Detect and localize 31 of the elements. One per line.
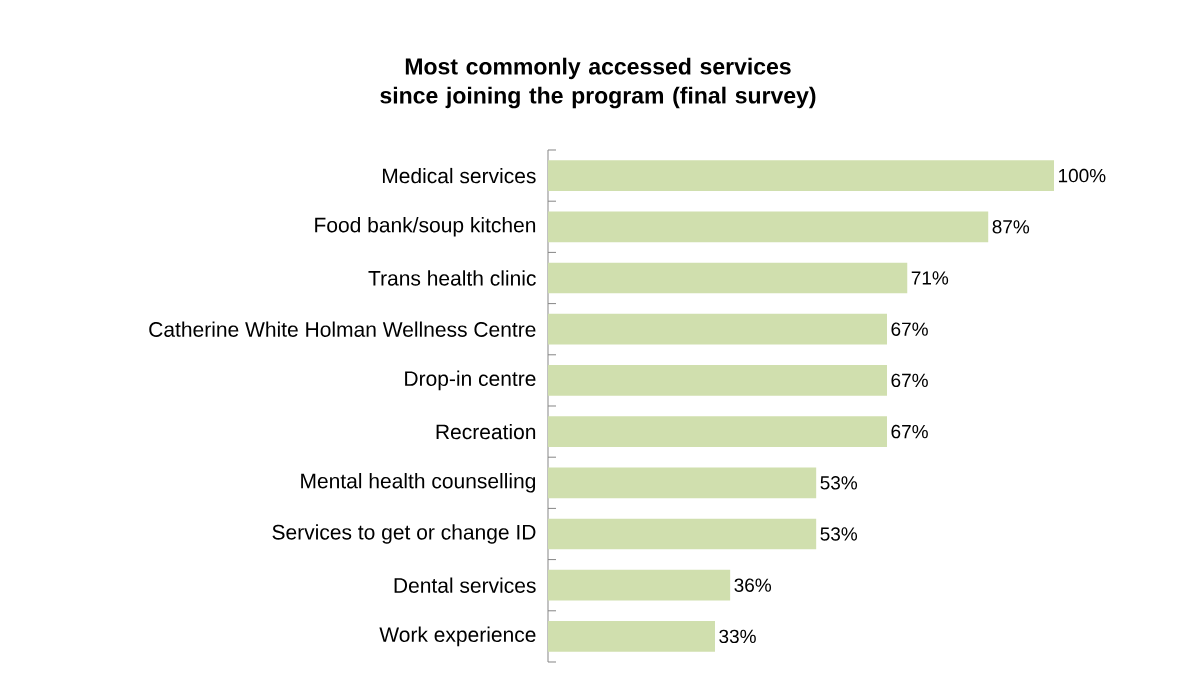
bar <box>548 416 888 447</box>
y-tick-label: Recreation <box>436 423 536 440</box>
data-label: 53% <box>820 527 858 541</box>
y-tick-label: Medical services <box>382 167 536 184</box>
data-label: 71% <box>911 271 949 285</box>
bar <box>548 467 817 499</box>
bar <box>548 569 731 601</box>
y-tick-label: Trans health clinic <box>368 270 536 286</box>
bar <box>548 365 888 396</box>
bar <box>548 160 1054 191</box>
data-label: 36% <box>734 578 772 592</box>
data-label: 33% <box>719 629 756 644</box>
data-label: 87% <box>992 220 1030 234</box>
data-label: 100% <box>1058 168 1106 183</box>
bar <box>548 313 888 345</box>
bar <box>548 262 908 294</box>
y-tick-label: Drop-in centre <box>405 370 536 391</box>
y-tick-label: Services to get or change ID <box>272 524 536 544</box>
bar <box>548 518 817 550</box>
y-tick-label: Dental services <box>394 577 536 593</box>
data-label: 53% <box>820 476 858 490</box>
y-tick-label: Catherine White Holman Wellness Centre <box>149 321 536 337</box>
y-tick-label: Work experience <box>379 626 536 647</box>
bar <box>548 211 989 243</box>
y-tick-label: Mental health counselling <box>301 473 536 493</box>
data-label: 67% <box>891 322 928 336</box>
data-label: 67% <box>891 424 928 439</box>
chart-title: Most commonly accessed services since joining the program (final survey) <box>380 57 816 109</box>
data-label: 67% <box>891 373 928 388</box>
bar <box>548 621 715 652</box>
y-tick-label: Food bank/soup kitchen <box>315 217 536 237</box>
